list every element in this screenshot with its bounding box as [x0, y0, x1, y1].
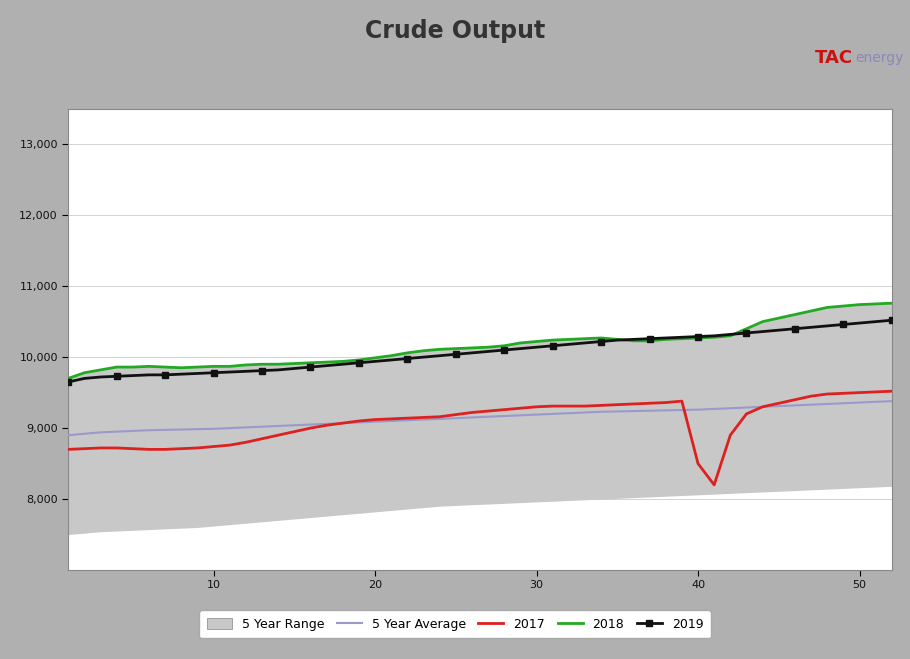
Text: Crude Output: Crude Output [365, 19, 545, 43]
Text: energy: energy [855, 51, 904, 65]
Legend: 5 Year Range, 5 Year Average, 2017, 2018, 2019: 5 Year Range, 5 Year Average, 2017, 2018… [199, 610, 711, 639]
Text: TAC: TAC [814, 49, 853, 67]
